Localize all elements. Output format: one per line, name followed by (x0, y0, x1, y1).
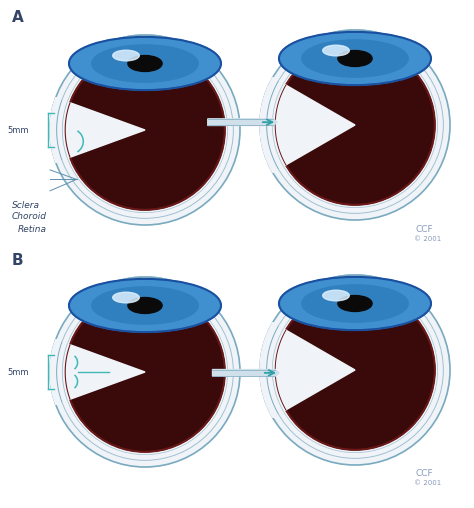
Text: 5mm: 5mm (7, 126, 28, 135)
Ellipse shape (69, 37, 221, 90)
Polygon shape (260, 78, 355, 173)
Circle shape (50, 35, 240, 225)
Polygon shape (208, 119, 277, 125)
Ellipse shape (338, 296, 372, 311)
Text: A: A (12, 10, 24, 25)
Text: 5mm: 5mm (7, 368, 28, 377)
Ellipse shape (302, 285, 408, 322)
Polygon shape (279, 30, 416, 58)
Text: © 2001: © 2001 (414, 480, 441, 486)
Text: CCF: CCF (416, 469, 434, 478)
Text: Retina: Retina (18, 225, 47, 234)
Ellipse shape (128, 55, 162, 72)
Ellipse shape (279, 32, 431, 85)
Circle shape (275, 290, 435, 450)
Text: CCF: CCF (416, 225, 434, 234)
Circle shape (50, 277, 240, 467)
Text: B: B (12, 253, 24, 268)
Ellipse shape (92, 45, 198, 82)
Ellipse shape (279, 277, 431, 330)
Polygon shape (260, 323, 355, 418)
Circle shape (275, 45, 435, 205)
Polygon shape (50, 339, 145, 404)
Text: © 2001: © 2001 (414, 236, 441, 242)
Ellipse shape (323, 290, 349, 301)
Text: Sclera: Sclera (12, 201, 40, 210)
Polygon shape (69, 277, 206, 305)
Ellipse shape (69, 279, 221, 332)
Ellipse shape (302, 40, 408, 77)
Circle shape (260, 275, 450, 465)
Ellipse shape (92, 287, 198, 324)
Polygon shape (279, 275, 416, 303)
Polygon shape (69, 35, 206, 64)
Ellipse shape (113, 50, 139, 61)
Ellipse shape (113, 292, 139, 303)
Ellipse shape (338, 50, 372, 67)
Circle shape (260, 30, 450, 220)
Circle shape (65, 50, 225, 210)
Circle shape (65, 292, 225, 452)
Text: Choroid: Choroid (12, 212, 47, 221)
Ellipse shape (128, 298, 162, 313)
Polygon shape (212, 369, 279, 376)
Ellipse shape (323, 45, 349, 56)
Polygon shape (50, 98, 145, 163)
